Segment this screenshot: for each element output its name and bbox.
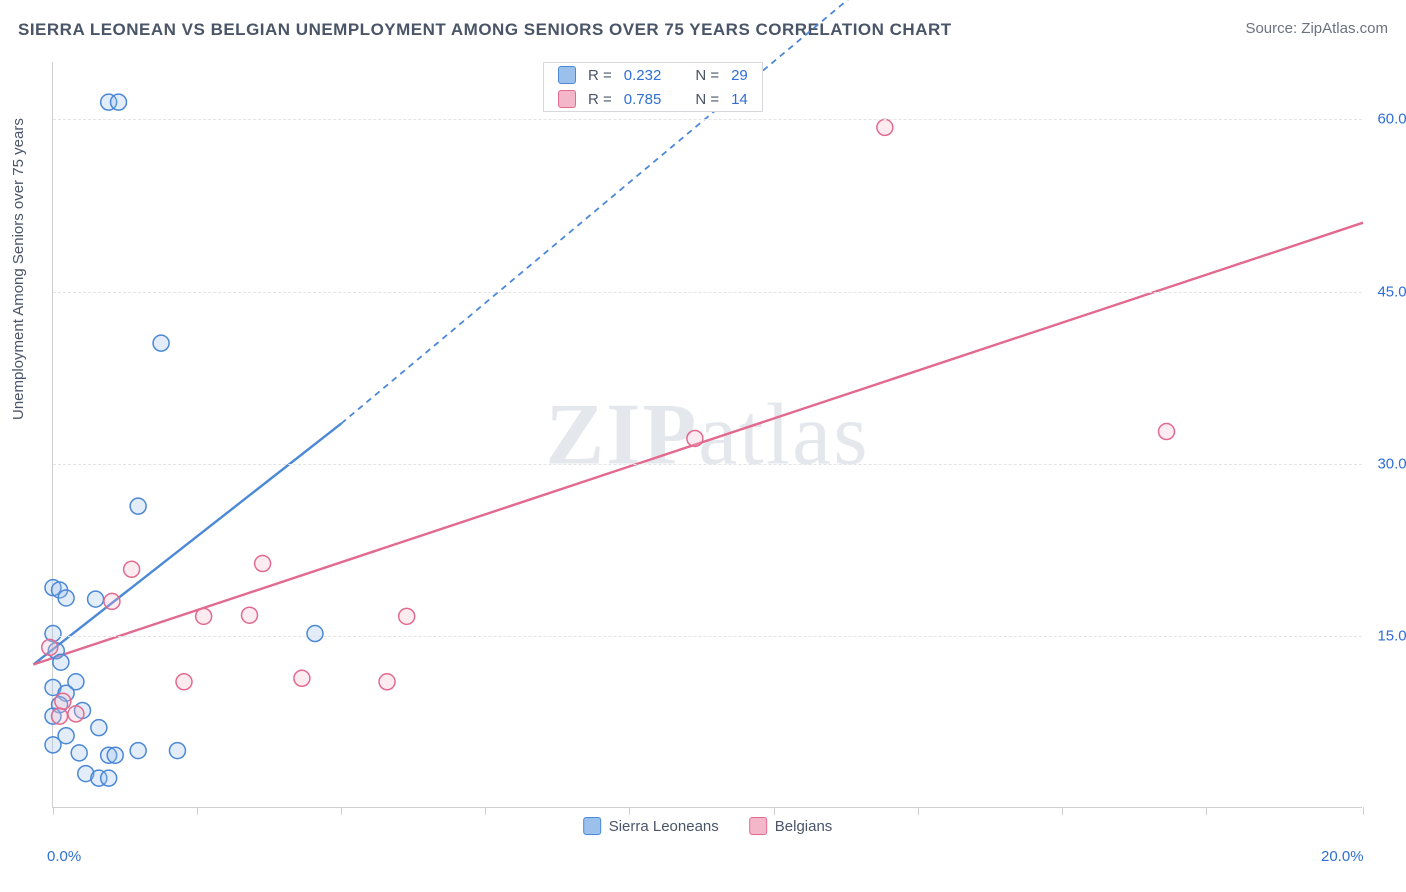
data-point (1159, 424, 1175, 440)
plot-area: ZIPatlas R =0.232N =29R =0.785N =14 Sier… (52, 62, 1362, 808)
bottom-legend: Sierra Leoneans Belgians (583, 817, 833, 835)
data-point (111, 94, 127, 110)
data-point (399, 608, 415, 624)
y-tick-label: 15.0% (1377, 627, 1406, 644)
r-label: R = (588, 91, 612, 108)
trend-line (33, 424, 341, 665)
gridline (53, 464, 1362, 465)
data-point (877, 119, 893, 135)
data-point (91, 720, 107, 736)
data-point (130, 498, 146, 514)
data-point (101, 770, 117, 786)
x-tick-label: 0.0% (47, 848, 81, 865)
legend-swatch (583, 817, 601, 835)
data-point (169, 743, 185, 759)
n-label: N = (695, 91, 719, 108)
n-value: 29 (731, 67, 748, 84)
legend-swatch (749, 817, 767, 835)
x-tick (918, 807, 919, 815)
r-value: 0.785 (624, 91, 662, 108)
chart-title: SIERRA LEONEAN VS BELGIAN UNEMPLOYMENT A… (18, 20, 952, 40)
plot-svg (53, 62, 1362, 807)
data-point (153, 335, 169, 351)
r-value: 0.232 (624, 67, 662, 84)
data-point (294, 670, 310, 686)
x-tick (485, 807, 486, 815)
data-point (53, 654, 69, 670)
n-value: 14 (731, 91, 748, 108)
data-point (307, 626, 323, 642)
gridline (53, 292, 1362, 293)
data-point (45, 737, 61, 753)
data-point (255, 556, 271, 572)
data-point (379, 674, 395, 690)
legend-label: Belgians (775, 818, 833, 835)
gridline (53, 119, 1362, 120)
data-point (687, 430, 703, 446)
stats-legend: R = 0.232 N = 29 R = 0.785 N = 14 (543, 62, 763, 112)
legend-item: Sierra Leoneans (583, 817, 719, 835)
data-point (130, 743, 146, 759)
data-point (71, 745, 87, 761)
y-axis-label: Unemployment Among Seniors over 75 years (10, 118, 27, 420)
chart-container: SIERRA LEONEAN VS BELGIAN UNEMPLOYMENT A… (0, 0, 1406, 892)
y-tick-label: 45.0% (1377, 283, 1406, 300)
data-point (176, 674, 192, 690)
source-label: Source: ZipAtlas.com (1245, 20, 1388, 37)
y-tick-label: 30.0% (1377, 455, 1406, 472)
n-label: N = (695, 67, 719, 84)
x-tick (53, 807, 54, 815)
y-tick-label: 60.0% (1377, 111, 1406, 128)
data-point (58, 590, 74, 606)
legend-item: Belgians (749, 817, 833, 835)
legend-label: Sierra Leoneans (609, 818, 719, 835)
data-point (242, 607, 258, 623)
r-label: R = (588, 67, 612, 84)
x-tick (774, 807, 775, 815)
data-point (88, 591, 104, 607)
data-point (196, 608, 212, 624)
legend-swatch (558, 66, 576, 84)
legend-swatch (558, 90, 576, 108)
data-point (124, 561, 140, 577)
stats-legend-row: R = 0.785 N = 14 (544, 87, 762, 111)
x-tick (197, 807, 198, 815)
gridline (53, 636, 1362, 637)
data-point (107, 747, 123, 763)
data-point (68, 706, 84, 722)
stats-legend-row: R = 0.232 N = 29 (544, 63, 762, 87)
x-tick-label: 20.0% (1321, 848, 1364, 865)
data-point (55, 693, 71, 709)
data-point (104, 593, 120, 609)
x-tick (341, 807, 342, 815)
x-tick (1363, 807, 1364, 815)
data-point (52, 708, 68, 724)
data-point (42, 639, 58, 655)
x-tick (1062, 807, 1063, 815)
x-tick (1206, 807, 1207, 815)
x-tick (629, 807, 630, 815)
